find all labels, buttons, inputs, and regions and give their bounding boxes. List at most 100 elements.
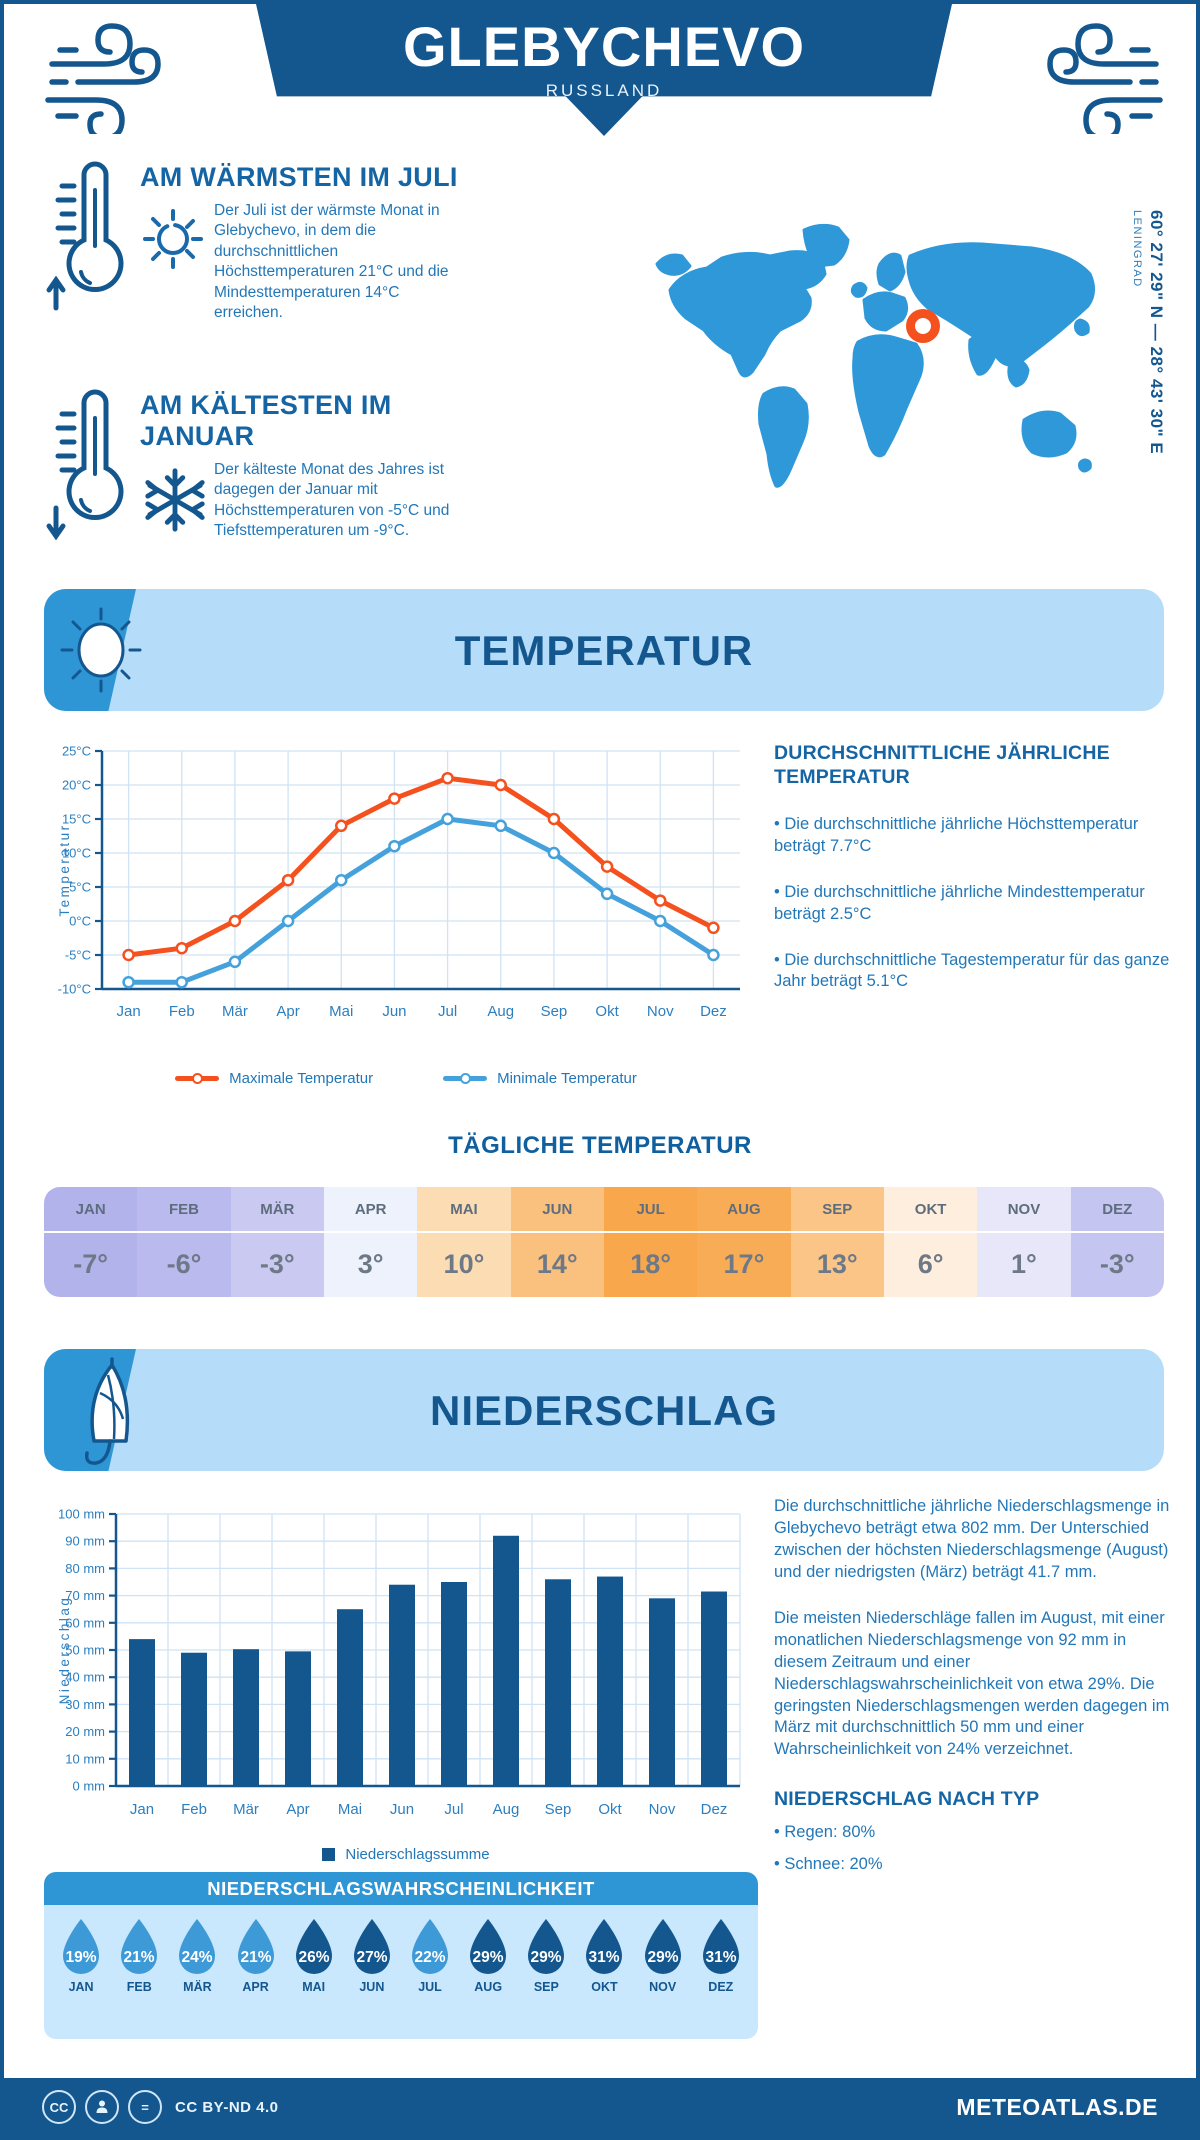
coldest-text: Der kälteste Monat des Jahres ist dagege…: [214, 461, 450, 540]
svg-text:22%: 22%: [415, 1949, 446, 1966]
coldest-title: AM KÄLTESTEN IM JANUAR: [140, 390, 392, 451]
daily-temp-value: -3°: [1099, 1249, 1135, 1279]
droplet-icon: 21%: [237, 1919, 274, 1974]
coldest-month-block: AM KÄLTESTEN IM JANUAR Der kälteste Mona…: [44, 384, 484, 544]
temperature-stat: • Die durchschnittliche jährliche Höchst…: [774, 814, 1139, 855]
daily-temp-column: OKT 6°: [883, 1187, 978, 1297]
probability-droplet: 24% MÄR: [170, 1917, 224, 1994]
droplet-icon: 31%: [702, 1919, 739, 1974]
y-tick-label: 5°C: [69, 880, 91, 895]
data-point: [654, 914, 667, 928]
no-derivatives-icon: =: [128, 2090, 162, 2124]
probability-droplet: 21% FEB: [112, 1917, 166, 1994]
daily-temp-value: 14°: [536, 1249, 578, 1279]
probability-month-label: SEP: [533, 1980, 559, 1994]
droplet-icon: 31%: [586, 1919, 623, 1974]
x-tick-label: Jun: [390, 1801, 414, 1818]
data-point: [600, 887, 614, 901]
wind-icon: [1047, 23, 1163, 134]
probability-droplet: 29% AUG: [461, 1917, 515, 1994]
data-point: [494, 778, 507, 792]
daily-temp-month: APR: [323, 1187, 418, 1233]
daily-temp-month: FEB: [137, 1187, 231, 1233]
x-tick-label: Apr: [276, 1003, 299, 1020]
data-point: [281, 873, 295, 887]
probability-droplet: 22% JUL: [403, 1917, 457, 1994]
data-point: [228, 914, 242, 928]
data-point: [335, 873, 348, 887]
probability-title: NIEDERSCHLAGSWAHRSCHEINLICHKEIT: [44, 1872, 758, 1905]
snowflake-icon: [140, 464, 214, 542]
y-tick-label: 15°C: [62, 812, 91, 827]
droplet-icon: 26%: [295, 1919, 332, 1974]
bar: [493, 1535, 519, 1786]
svg-text:27%: 27%: [356, 1949, 387, 1966]
probability-droplets: 19% JAN 21% FEB 24% MÄR 21% APR 26% MAI 27% JUN 22% J…: [44, 1905, 758, 2039]
x-tick-label: Dez: [700, 1003, 727, 1020]
x-tick-label: Apr: [286, 1801, 309, 1818]
location-marker: [906, 309, 940, 343]
temperature-stat: • Die durchschnittliche Tagestemperatur …: [774, 950, 1170, 991]
daily-temp-month: MÄR: [230, 1187, 324, 1233]
umbrella-icon: [84, 1357, 130, 1465]
footer: CC = CC BY-ND 4.0 METEOATLAS.DE: [4, 2078, 1196, 2136]
probability-droplet: 26% MAI: [287, 1917, 341, 1994]
droplet-icon: 29%: [528, 1919, 565, 1974]
country-subtitle: RUSSLAND: [545, 81, 663, 100]
bar: [649, 1598, 675, 1786]
daily-temp-month: NOV: [977, 1187, 1071, 1233]
y-tick-label: 80 mm: [65, 1561, 105, 1576]
y-tick-label: 0°C: [69, 914, 91, 929]
title-banner: GLEBYCHEVO RUSSLAND: [256, 4, 952, 136]
probability-month-label: FEB: [126, 1980, 152, 1994]
data-point: [175, 975, 188, 989]
legend-item: Niederschlagssumme: [322, 1846, 490, 1863]
y-tick-label: 30 mm: [65, 1697, 105, 1712]
probability-droplet: 29% NOV: [636, 1917, 690, 1994]
daily-temp-value: -7°: [73, 1249, 109, 1279]
droplet-icon: 27%: [353, 1919, 390, 1974]
bar: [545, 1579, 571, 1786]
x-tick-label: Jan: [130, 1801, 154, 1818]
x-tick-label: Nov: [649, 1801, 676, 1818]
y-tick-label: 50 mm: [65, 1643, 105, 1658]
probability-month-label: NOV: [649, 1980, 677, 1994]
probability-month-label: MAI: [302, 1980, 326, 1994]
probability-month-label: MÄR: [183, 1980, 212, 1994]
temperature-chart-legend: Maximale Temperatur Minimale Temperatur: [56, 1070, 756, 1087]
daily-temp-column: JUL 18°: [603, 1187, 698, 1297]
precipitation-text: Die durchschnittliche jährliche Niedersc…: [774, 1496, 1172, 1876]
daily-temp-value: -6°: [166, 1249, 202, 1279]
probability-month-label: AUG: [474, 1980, 503, 1994]
daily-temp-value: 1°: [1011, 1249, 1037, 1279]
data-point: [175, 941, 188, 955]
svg-text:24%: 24%: [182, 1949, 213, 1966]
x-tick-label: Aug: [487, 1003, 514, 1020]
probability-month-label: OKT: [591, 1980, 618, 1994]
data-point: [600, 860, 614, 873]
bar: [233, 1649, 259, 1786]
x-tick-label: Jul: [444, 1801, 463, 1818]
x-tick-label: Okt: [598, 1801, 622, 1818]
y-tick-label: 25°C: [62, 744, 91, 759]
x-tick-label: Jun: [382, 1003, 406, 1020]
warmest-title: AM WÄRMSTEN IM JULI: [140, 162, 458, 192]
temperature-stats-title: DURCHSCHNITTLICHE JÄHRLICHE TEMPERATUR: [774, 742, 1110, 789]
svg-text:29%: 29%: [473, 1949, 504, 1966]
precipitation-type-item: • Regen: 80%: [774, 1822, 876, 1841]
daily-temp-column: MÄR -3°: [230, 1187, 324, 1297]
data-point: [547, 812, 561, 826]
line-series: [126, 816, 716, 985]
daily-temp-column: JAN -7°: [44, 1187, 138, 1297]
daily-temp-month: SEP: [790, 1187, 884, 1233]
license-text: CC BY-ND 4.0: [175, 2098, 279, 2116]
x-tick-label: Feb: [181, 1801, 207, 1818]
x-tick-label: Mär: [222, 1003, 248, 1020]
daily-temp-column: JUN 14°: [510, 1187, 604, 1297]
data-point: [388, 792, 401, 805]
svg-text:21%: 21%: [124, 1949, 155, 1966]
droplet-icon: 21%: [121, 1919, 158, 1974]
geo-coordinates: 60° 27' 29" N — 28° 43' 30" E LENINGRAD: [1128, 210, 1166, 454]
temperature-line-chart: -10°C -5°C 0°C 5°C 10°C 15°C 20°C 25°C Jan Feb Mär…: [57, 744, 740, 1020]
